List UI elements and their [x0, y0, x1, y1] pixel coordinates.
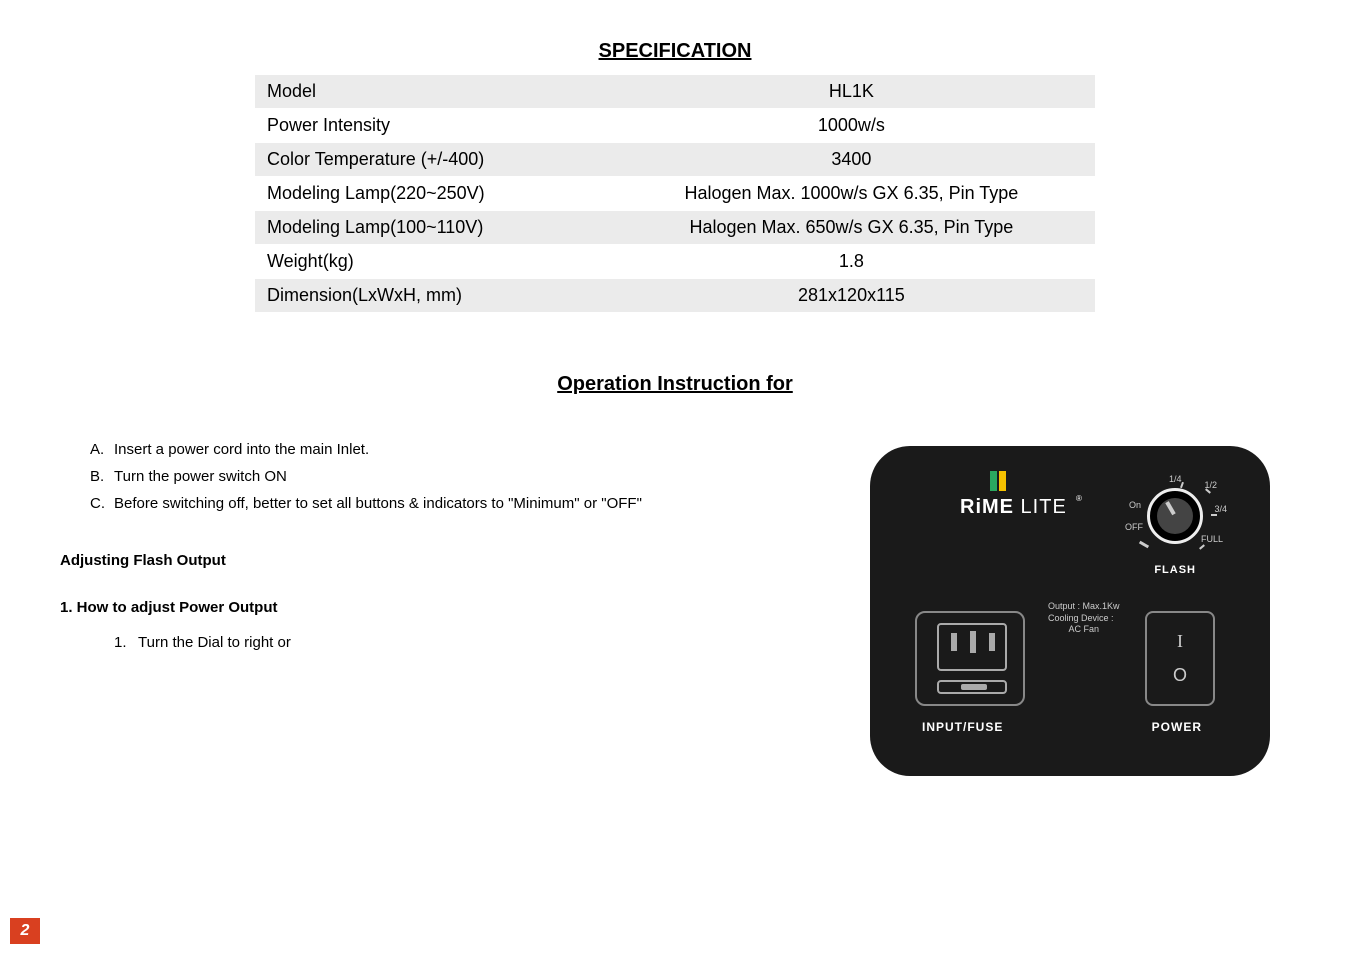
flash-label: FLASH	[1154, 564, 1196, 576]
power-off-icon: O	[1173, 665, 1187, 686]
spec-value: 281x120x115	[608, 279, 1095, 313]
dial-label-34: 3/4	[1214, 504, 1227, 514]
plug-icon	[937, 623, 1007, 671]
dial-label-full: FULL	[1201, 534, 1223, 544]
dial-label-14: 1/4	[1169, 474, 1182, 484]
spec-row: Modeling Lamp(100~110V)Halogen Max. 650w…	[255, 211, 1095, 245]
device-info-text: Output : Max.1Kw Cooling Device : AC Fan	[1048, 601, 1120, 636]
device-panel-diagram: RiME LITE ® OFF On FULL 1/4 1/2 3/4 FLAS…	[870, 446, 1270, 776]
spec-value: HL1K	[608, 75, 1095, 109]
spec-label: Weight(kg)	[255, 245, 608, 279]
spec-label: Color Temperature (+/-400)	[255, 143, 608, 177]
power-on-icon: I	[1177, 631, 1183, 652]
brand-text: RiME LITE	[960, 496, 1067, 519]
spec-value: 1000w/s	[608, 109, 1095, 143]
howto-steps: 1.Turn the Dial to right or	[90, 629, 850, 656]
howto-heading: 1. How to adjust Power Output	[60, 594, 850, 621]
dial-label-off: OFF	[1125, 522, 1143, 532]
power-switch-box: I O	[1145, 611, 1215, 706]
input-fuse-box	[915, 611, 1025, 706]
operation-steps: A.Insert a power cord into the main Inle…	[90, 436, 850, 517]
page-number-badge: 2	[10, 918, 40, 944]
brand-logo-icon	[990, 471, 1006, 491]
dial-label-on: On	[1129, 500, 1141, 510]
spec-label: Dimension(LxWxH, mm)	[255, 279, 608, 313]
spec-row: Dimension(LxWxH, mm)281x120x115	[255, 279, 1095, 313]
specification-title: SPECIFICATION	[60, 40, 1290, 63]
spec-row: Color Temperature (+/-400)3400	[255, 143, 1095, 177]
spec-value: Halogen Max. 650w/s GX 6.35, Pin Type	[608, 211, 1095, 245]
adjusting-heading: Adjusting Flash Output	[60, 547, 850, 574]
spec-row: Modeling Lamp(220~250V)Halogen Max. 1000…	[255, 177, 1095, 211]
fuse-icon	[937, 680, 1007, 694]
spec-label: Model	[255, 75, 608, 109]
spec-label: Modeling Lamp(100~110V)	[255, 211, 608, 245]
spec-label: Modeling Lamp(220~250V)	[255, 177, 608, 211]
operation-step: B.Turn the power switch ON	[90, 463, 850, 490]
spec-value: 1.8	[608, 245, 1095, 279]
spec-value: 3400	[608, 143, 1095, 177]
spec-row: Weight(kg)1.8	[255, 245, 1095, 279]
input-fuse-label: INPUT/FUSE	[922, 720, 1003, 734]
spec-row: Power Intensity1000w/s	[255, 109, 1095, 143]
specification-table: ModelHL1KPower Intensity1000w/sColor Tem…	[255, 75, 1095, 313]
power-label: POWER	[1152, 720, 1202, 734]
flash-dial: OFF On FULL 1/4 1/2 3/4	[1135, 476, 1215, 556]
spec-row: ModelHL1K	[255, 75, 1095, 109]
operation-step: C.Before switching off, better to set al…	[90, 490, 850, 517]
howto-step: 1.Turn the Dial to right or	[114, 629, 850, 656]
spec-value: Halogen Max. 1000w/s GX 6.35, Pin Type	[608, 177, 1095, 211]
operation-step: A.Insert a power cord into the main Inle…	[90, 436, 850, 463]
brand-registered-icon: ®	[1076, 494, 1082, 503]
spec-label: Power Intensity	[255, 109, 608, 143]
operation-title: Operation Instruction for	[60, 373, 1290, 396]
